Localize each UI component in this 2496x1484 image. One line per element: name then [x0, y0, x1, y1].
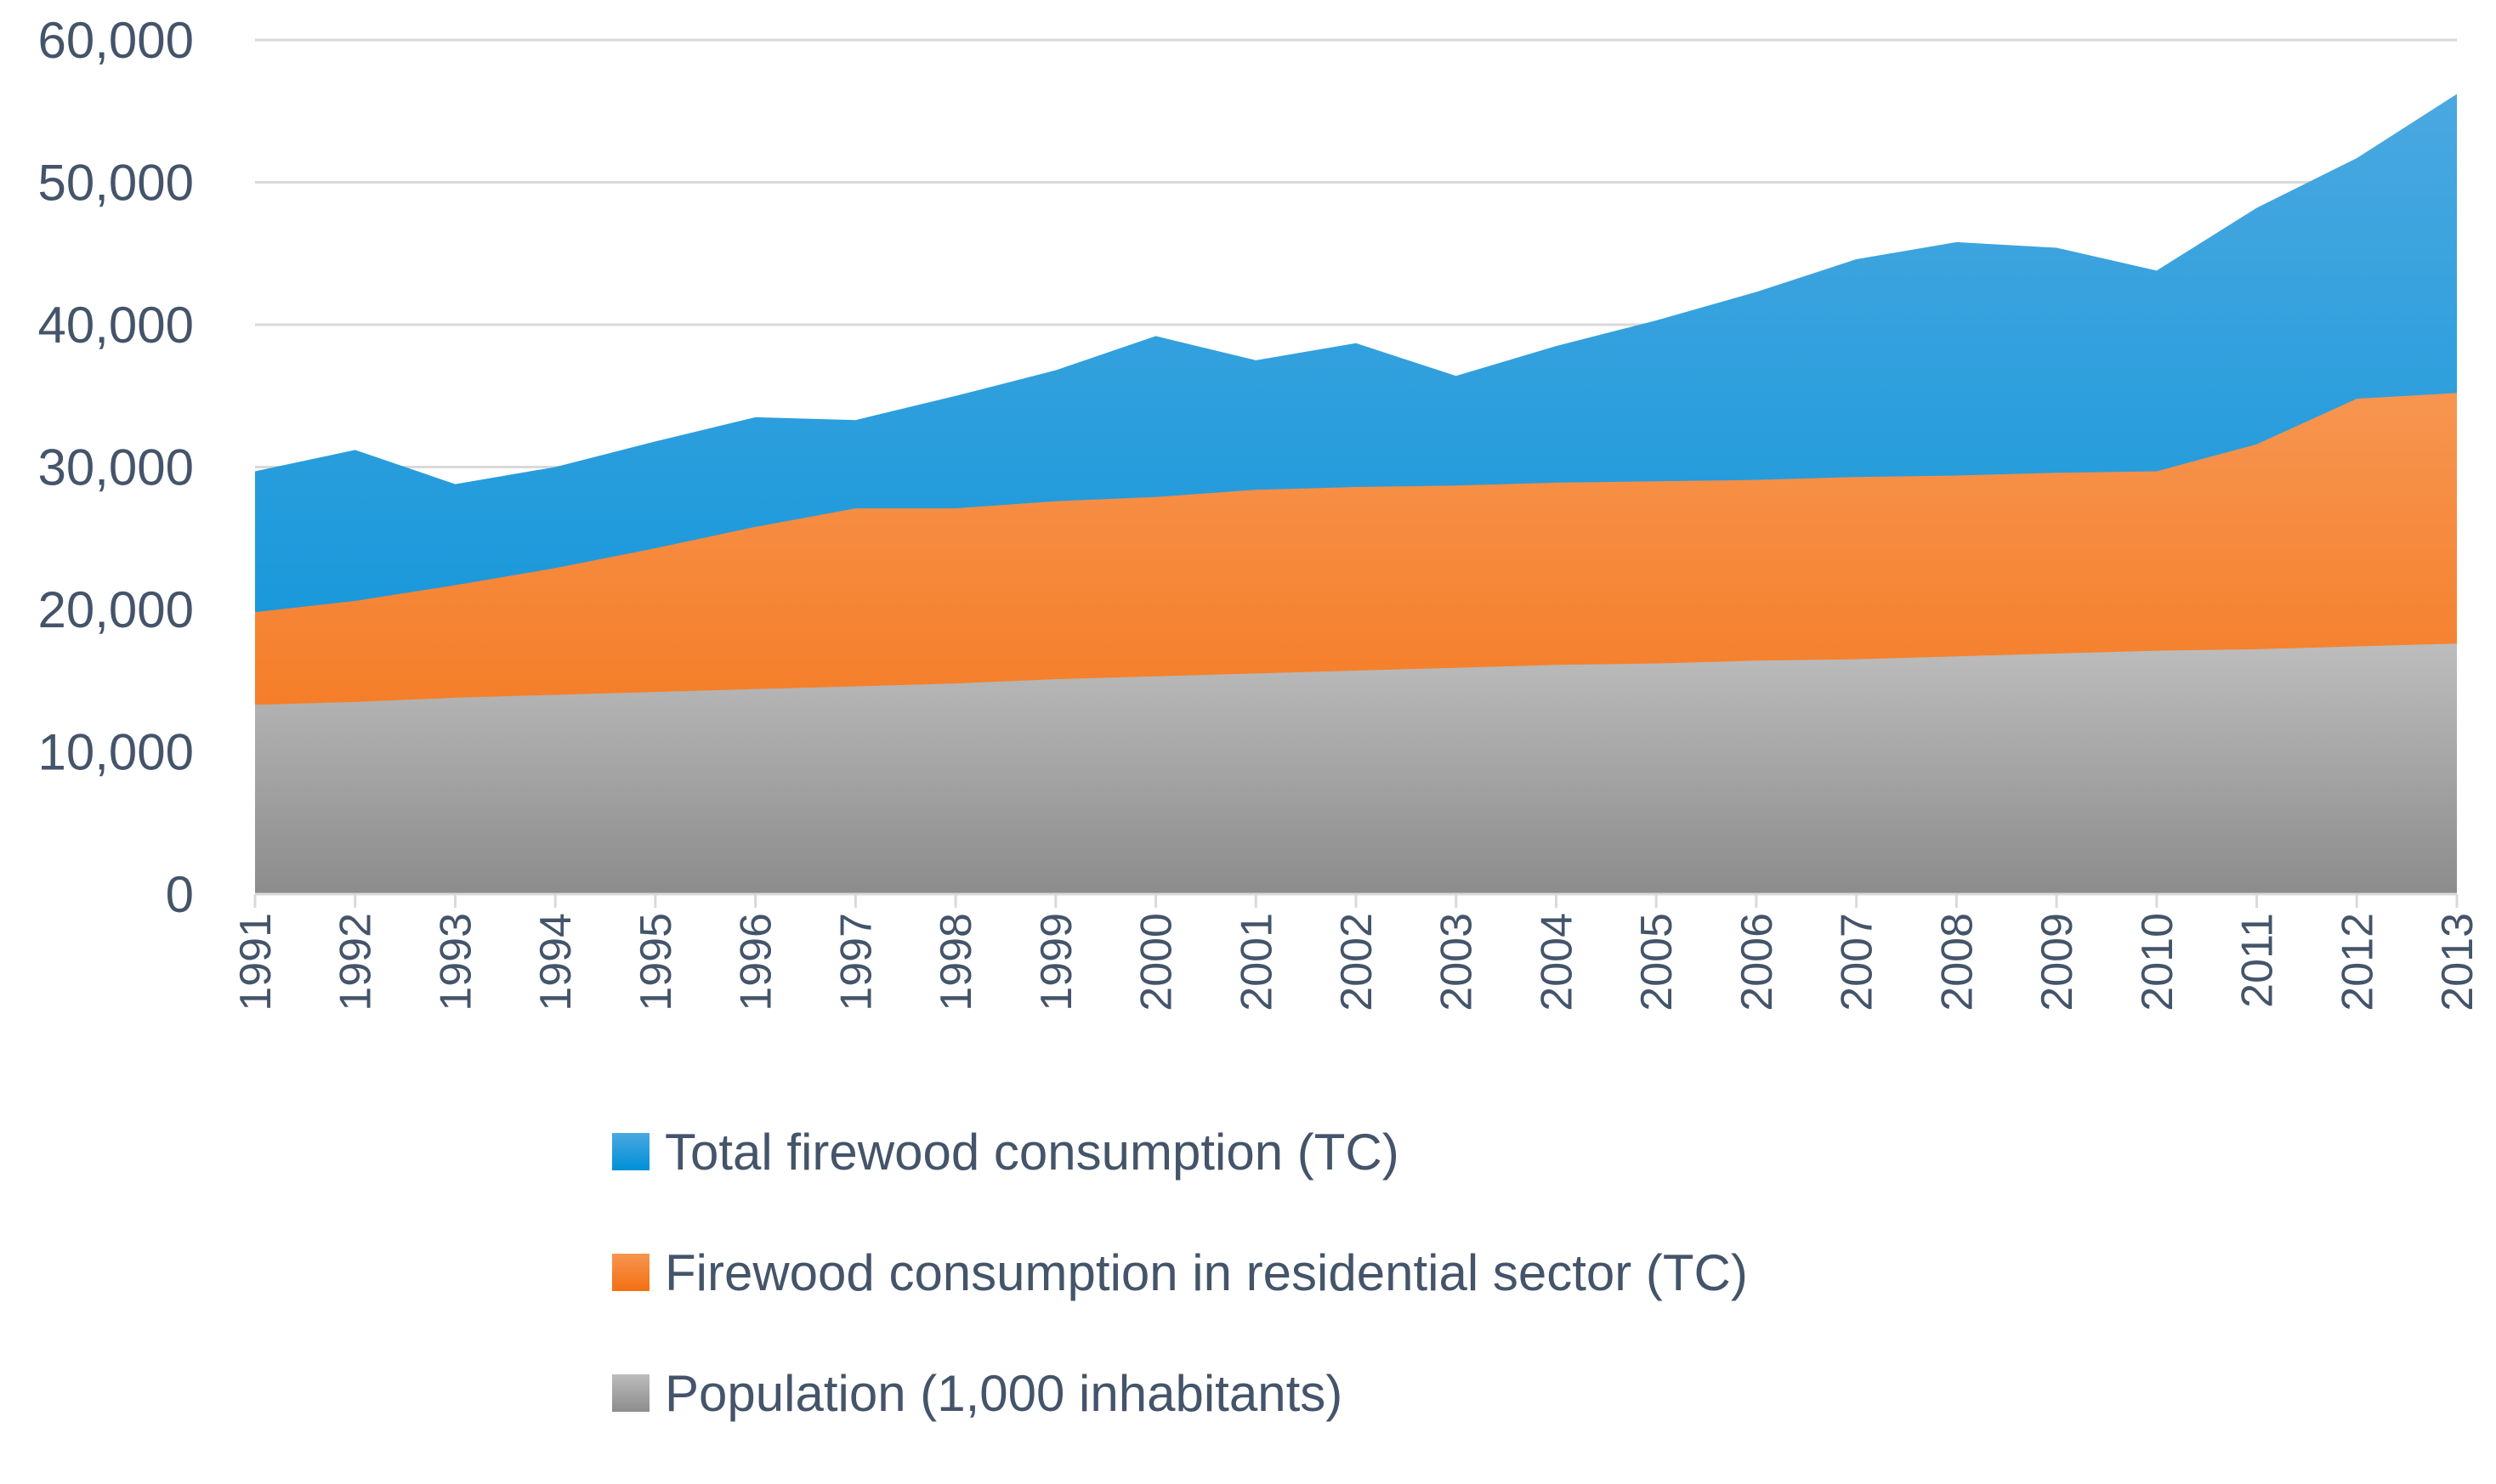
legend-label-total: Total firewood consumption (TC) — [665, 1123, 1399, 1181]
x-tick-label: 1996 — [732, 913, 781, 1011]
x-tick-label: 1995 — [632, 913, 681, 1011]
x-tick-label: 2001 — [1232, 913, 1281, 1011]
legend-item-residential: Firewood consumption in residential sect… — [612, 1243, 1748, 1302]
x-tick-label: 2008 — [1932, 913, 1982, 1011]
x-tick-label: 2006 — [1733, 913, 1782, 1011]
area-population — [255, 643, 2457, 894]
x-tick-label: 1997 — [831, 913, 881, 1011]
x-tick-label: 2005 — [1632, 913, 1682, 1011]
x-tick-label: 1992 — [332, 913, 381, 1011]
x-tick-label: 2003 — [1432, 913, 1482, 1011]
x-tick-label: 2012 — [2333, 913, 2382, 1011]
x-tick-label: 1993 — [431, 913, 480, 1011]
x-tick-label: 2000 — [1132, 913, 1182, 1011]
legend-item-population: Population (1,000 inhabitants) — [612, 1363, 1748, 1423]
y-axis-ticks: 0 10,000 20,000 30,000 40,000 50,000 60,000 — [37, 12, 194, 923]
y-tick-label: 60,000 — [37, 12, 194, 69]
x-tick-label: 1998 — [932, 913, 981, 1011]
x-tick-label: 2009 — [2033, 913, 2082, 1011]
x-tick-label: 1991 — [231, 913, 281, 1011]
x-tick-label: 2011 — [2233, 913, 2283, 1008]
legend-item-total: Total firewood consumption (TC) — [612, 1122, 1748, 1181]
y-tick-label: 10,000 — [37, 724, 194, 781]
y-tick-label: 0 — [166, 866, 194, 923]
area-chart: 0 10,000 20,000 30,000 40,000 50,000 60,000 19… — [37, 12, 2482, 1011]
series-areas — [255, 93, 2457, 895]
x-tick-label: 2007 — [1833, 913, 1882, 1011]
x-tick-label: 2004 — [1532, 913, 1581, 1011]
x-tick-label: 2013 — [2433, 913, 2482, 1011]
x-axis-ticks: 1991 1992 1993 1994 1995 1996 1997 1998 1999 2000… — [231, 913, 2482, 1011]
x-tick-label: 2010 — [2133, 913, 2182, 1011]
legend-swatch-residential — [612, 1254, 650, 1291]
legend-swatch-population — [612, 1374, 650, 1412]
x-tick-label: 1999 — [1032, 913, 1081, 1011]
y-tick-label: 40,000 — [37, 297, 194, 354]
legend: Total firewood consumption (TC) Firewood… — [612, 1122, 1748, 1484]
y-tick-label: 30,000 — [37, 439, 194, 496]
legend-label-residential: Firewood consumption in residential sect… — [665, 1243, 1748, 1301]
legend-swatch-total — [612, 1133, 650, 1170]
y-tick-label: 50,000 — [37, 155, 194, 212]
x-tick-label: 2002 — [1332, 913, 1381, 1011]
y-tick-label: 20,000 — [37, 581, 194, 638]
axes — [253, 892, 2459, 908]
legend-label-population: Population (1,000 inhabitants) — [665, 1364, 1343, 1422]
x-tick-label: 1994 — [531, 913, 581, 1011]
